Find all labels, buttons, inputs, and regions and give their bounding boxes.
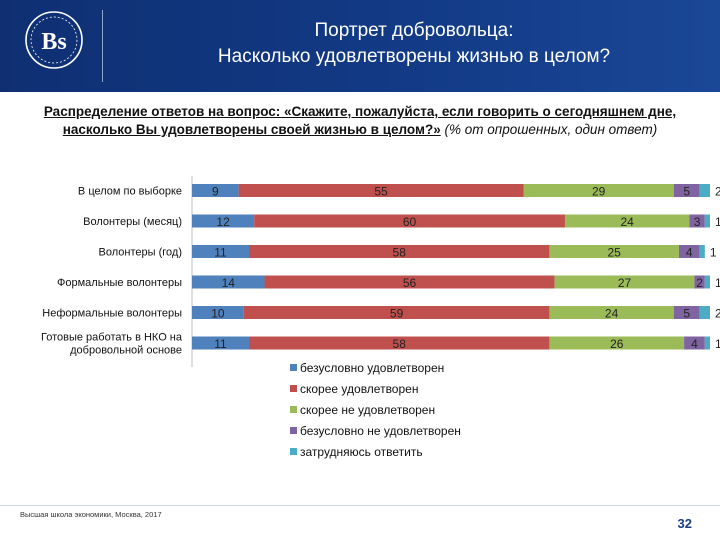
category-label: Неформальные волонтеры — [42, 308, 182, 320]
data-label: 1 — [715, 215, 720, 229]
data-label: 10 — [211, 307, 225, 321]
data-label: 27 — [618, 276, 632, 290]
data-label: 55 — [374, 185, 388, 199]
data-label: 1 — [715, 337, 720, 351]
data-label: 25 — [607, 246, 621, 260]
category-label: В целом по выборке — [78, 186, 182, 198]
legend-label: скорее удовлетворен — [300, 382, 418, 396]
bar-segment — [699, 306, 710, 319]
data-label: 2 — [696, 276, 703, 290]
footer-divider — [0, 505, 720, 506]
bar-segment — [192, 275, 265, 289]
logo-caption — [6, 74, 102, 79]
bar-segment — [243, 306, 550, 319]
category-label: добровольной основе — [70, 345, 182, 357]
bar-segment — [549, 336, 685, 350]
bar-segment — [678, 245, 700, 258]
svg-text:Вs: Вs — [41, 29, 66, 55]
title-line-1: Портрет добровольца: — [314, 20, 514, 41]
bar-segment — [248, 245, 550, 258]
data-label: 3 — [694, 215, 701, 229]
data-label: 24 — [620, 215, 634, 229]
page-number: 32 — [677, 516, 692, 531]
data-label: 56 — [403, 276, 417, 290]
bar-segment — [673, 184, 700, 197]
bar-segment — [673, 306, 700, 319]
category-label: Формальные волонтеры — [57, 277, 182, 289]
data-label: 5 — [683, 185, 690, 199]
legend-label: безусловно удовлетворен — [300, 361, 444, 375]
data-label: 11 — [214, 246, 227, 260]
data-label: 60 — [403, 215, 417, 229]
chart-subtitle: Распределение ответов на вопрос: «Скажит… — [32, 103, 688, 139]
footer-text: Высшая школа экономики, Москва, 2017 — [20, 510, 162, 519]
data-label: 1 — [715, 276, 720, 290]
survey-note: (% от опрошенных, один ответ) — [444, 122, 658, 137]
legend-swatch — [290, 427, 297, 434]
bar-segment — [704, 214, 710, 228]
bar-segment — [192, 245, 249, 258]
bar-segment — [192, 336, 249, 350]
data-label: 5 — [683, 307, 690, 321]
bar-segment — [699, 245, 705, 258]
bar-segment — [238, 184, 524, 197]
bar-segment — [689, 214, 705, 228]
bar-segment — [704, 336, 710, 350]
bar-segment — [192, 214, 255, 228]
data-label: 4 — [686, 246, 693, 260]
bar-segment — [704, 275, 710, 289]
header-divider — [102, 10, 103, 82]
title-line-2: Насколько удовлетворены жизнью в целом? — [217, 46, 611, 67]
category-label: Волонтеры (месяц) — [83, 216, 182, 228]
bar-segment — [684, 336, 705, 350]
legend-swatch — [290, 448, 297, 455]
data-label: 58 — [393, 337, 407, 351]
data-label: 1 — [710, 246, 717, 260]
page-title: Портрет добровольца: Насколько удовлетво… — [108, 18, 720, 70]
category-label: Готовые работать в НКО на — [41, 332, 183, 344]
legend-label: затрудняюсь ответить — [300, 445, 423, 459]
bar-segment — [192, 184, 239, 197]
data-label: 24 — [605, 307, 619, 321]
data-label: 11 — [214, 337, 227, 351]
legend-label: скорее не удовлетворен — [300, 403, 435, 417]
data-label: 58 — [393, 246, 407, 260]
stacked-bar-chart: В целом по выборке 9 55 29 5 2 Волонтеры (меся… — [41, 176, 720, 459]
bar-segment — [564, 214, 690, 228]
data-label: 14 — [222, 276, 236, 290]
data-label: 2 — [715, 185, 720, 199]
legend-label: безусловно не удовлетворен — [300, 424, 461, 438]
hse-logo: Вs — [25, 11, 83, 69]
bar-segment — [554, 275, 695, 289]
bar-segment — [549, 245, 679, 258]
data-label: 59 — [390, 307, 404, 321]
data-label: 29 — [592, 185, 606, 199]
header-banner: Вs Портрет добровольца: Насколько удовле… — [0, 0, 720, 92]
legend-swatch — [290, 364, 297, 371]
legend-swatch — [290, 385, 297, 392]
bar-segment — [549, 306, 674, 319]
data-label: 9 — [212, 185, 219, 199]
category-label: Волонтеры (год) — [99, 247, 182, 259]
bar-segment — [192, 306, 244, 319]
bar-segment — [523, 184, 674, 197]
legend-swatch — [290, 406, 297, 413]
bar-segment — [264, 275, 555, 289]
data-label: 12 — [216, 215, 230, 229]
bar-segment — [699, 184, 710, 197]
bar-segment — [694, 275, 705, 289]
data-label: 4 — [691, 337, 698, 351]
data-label: 2 — [715, 307, 720, 321]
bar-segment — [254, 214, 565, 228]
data-label: 26 — [610, 337, 624, 351]
bar-segment — [248, 336, 550, 350]
survey-question: Распределение ответов на вопрос: «Скажит… — [43, 104, 677, 137]
